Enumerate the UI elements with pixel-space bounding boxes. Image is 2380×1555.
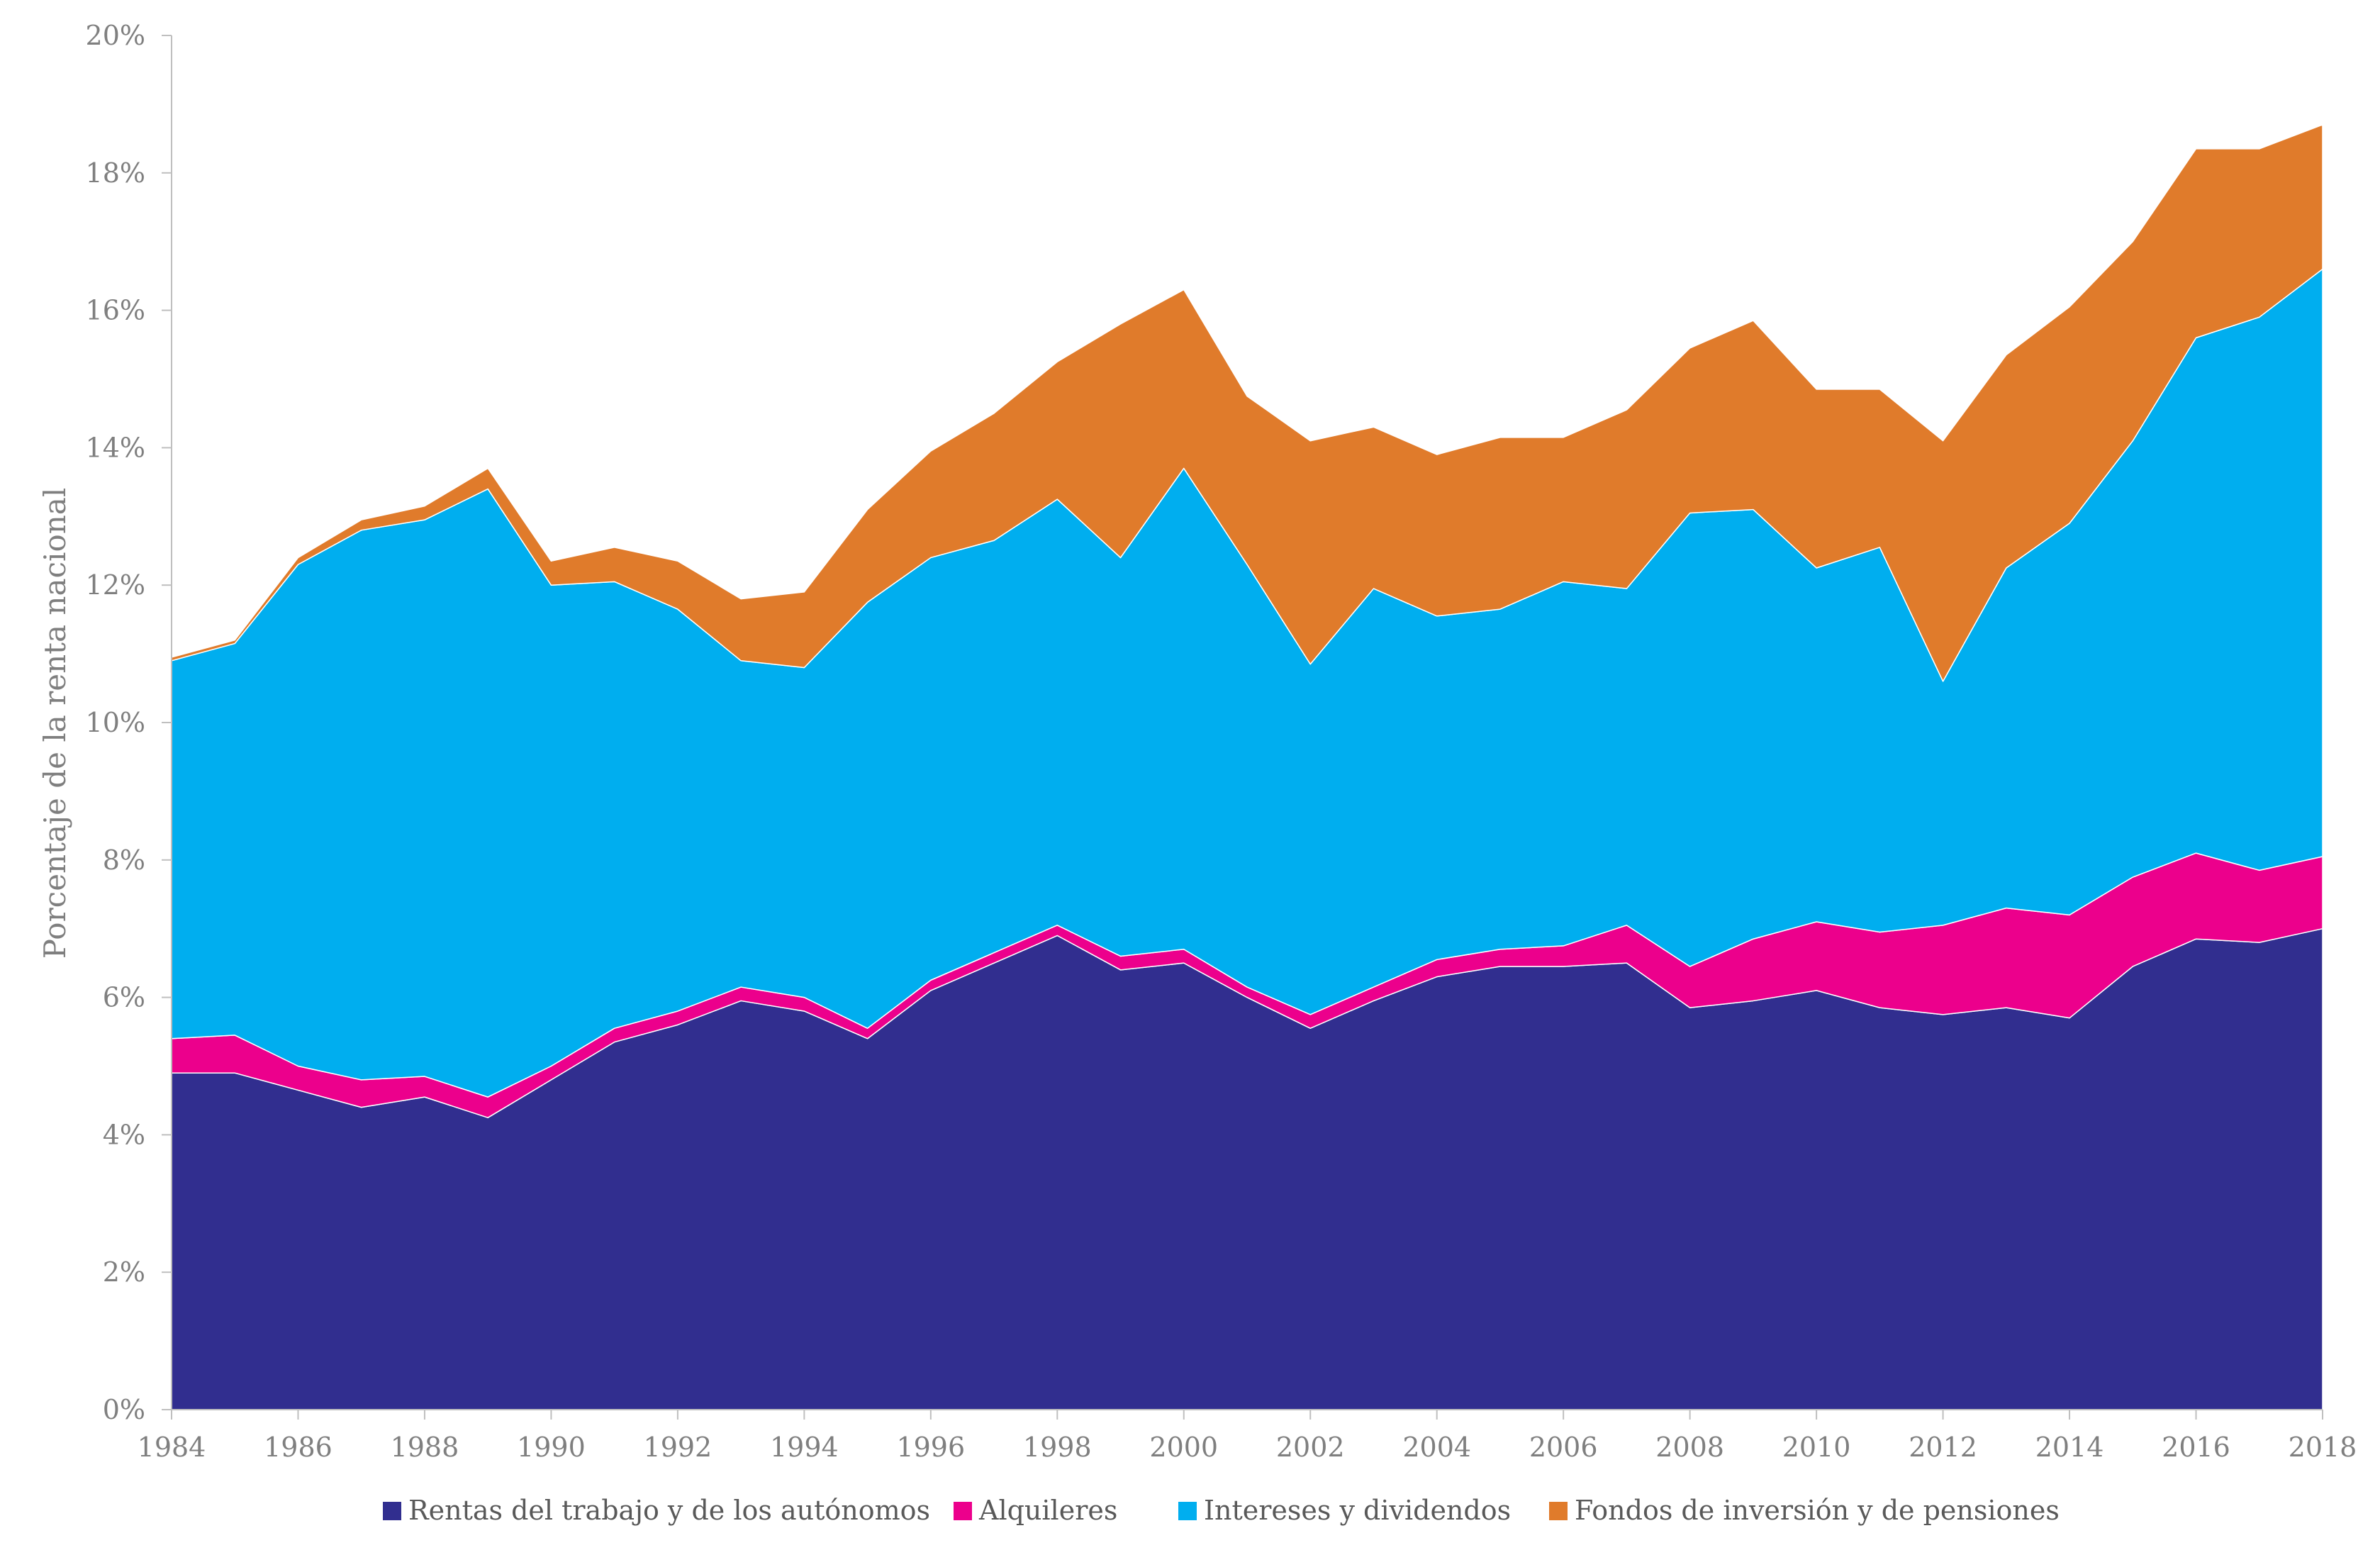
legend-label: Rentas del trabajo y de los autónomos [408,1495,930,1526]
x-tick-label: 2002 [1276,1432,1345,1463]
x-tick-label: 1984 [138,1432,206,1463]
y-tick-label: 16% [86,295,145,326]
y-tick-label: 0% [103,1394,145,1425]
x-tick-label: 2012 [1909,1432,1977,1463]
legend-swatch [383,1502,401,1520]
y-axis-ticks: 0% 2% 4% 6% 8% 10% 12% 14% 16% 18% 20% [86,20,172,1425]
y-tick-label: 20% [86,20,145,51]
legend-label: Alquileres [978,1495,1117,1526]
x-tick-label: 1994 [770,1432,839,1463]
legend-label: Fondos de inversión y de pensiones [1575,1495,2060,1526]
legend-label: Intereses y dividendos [1204,1495,1511,1526]
x-tick-label: 1998 [1023,1432,1092,1463]
x-tick-label: 2018 [2289,1432,2357,1463]
y-tick-label: 2% [103,1256,145,1288]
legend-swatch [954,1502,972,1520]
y-tick-label: 6% [103,982,145,1013]
x-tick-label: 1986 [264,1432,333,1463]
x-tick-label: 2010 [1782,1432,1851,1463]
x-tick-label: 2016 [2162,1432,2230,1463]
x-tick-label: 1992 [644,1432,713,1463]
area-series-4 [171,124,2323,682]
series-areas [171,124,2323,1410]
x-tick-label: 1996 [896,1432,965,1463]
x-tick-label: 2008 [1655,1432,1724,1463]
y-tick-label: 10% [86,707,145,738]
y-tick-label: 8% [103,845,145,876]
x-tick-label: 2000 [1149,1432,1218,1463]
legend-swatch [1178,1502,1197,1520]
y-tick-label: 18% [86,157,145,189]
y-axis-title: Porcentaje de la renta nacional [38,488,72,959]
x-tick-label: 1990 [517,1432,586,1463]
x-tick-label: 1988 [391,1432,459,1463]
y-tick-label: 4% [103,1119,145,1150]
y-tick-label: 14% [86,432,145,463]
x-tick-label: 2004 [1402,1432,1471,1463]
legend-swatch [1549,1502,1568,1520]
x-tick-label: 2014 [2035,1432,2104,1463]
y-tick-label: 12% [86,569,145,601]
x-axis-ticks: 1984 1986 1988 1990 1992 1994 1996 1998 2000 2002… [138,1410,2357,1463]
legend: Rentas del trabajo y de los autónomos Alq… [383,1495,2060,1526]
x-tick-label: 2006 [1529,1432,1598,1463]
